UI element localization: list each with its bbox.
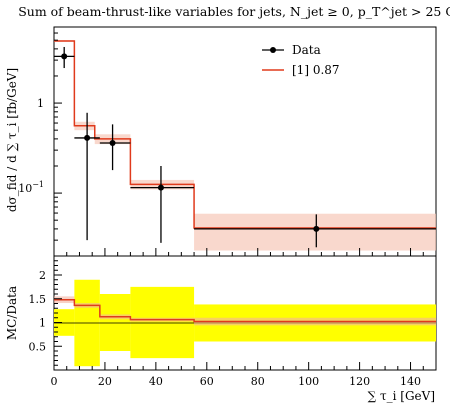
- ratio-y-tick-label-1.5: 1.5: [29, 293, 47, 306]
- data-point-1: [84, 134, 91, 141]
- ratio-y-axis-ticks: 0.5 1 1.5 2: [29, 260, 62, 366]
- x-tick-label-140: 140: [400, 375, 421, 388]
- ratio-plot-panel: 0.5 1 1.5 2 0 20 40 60 80 100 120 140 MC/Data ∑ τ_…: [5, 255, 437, 403]
- x-axis-ticks: [53, 248, 437, 256]
- x-tick-label-20: 20: [98, 375, 112, 388]
- x-tick-label-120: 120: [349, 375, 370, 388]
- y-axis-ticks: [54, 26, 62, 257]
- data-point-0: [61, 53, 68, 60]
- legend-model-label: [1] 0.87: [292, 63, 340, 77]
- ratio-model-series: [54, 296, 436, 326]
- legend-data-marker: [270, 47, 276, 53]
- x-tick-label-60: 60: [200, 375, 214, 388]
- data-point-4: [313, 225, 320, 232]
- ratio-y-tick-label-1: 1: [39, 317, 46, 330]
- ratio-x-axis-ticks: 0 20 40 60 80 100 120 140: [51, 362, 437, 388]
- ratio-y-axis-label: MC/Data: [5, 286, 19, 340]
- x-axis-label: ∑ τ_i [GeV]: [368, 389, 435, 403]
- chart-title: Sum of beam-thrust-like variables for je…: [18, 4, 450, 19]
- main-y-axis-label: dσ_fid / d ∑ τ_i [fb/GeV]: [5, 68, 19, 212]
- y-tick-label-1: 1: [37, 97, 44, 110]
- data-point-2: [109, 140, 116, 147]
- model-error-band-4: [194, 213, 436, 251]
- x-tick-label-100: 100: [298, 375, 319, 388]
- x-tick-label-40: 40: [149, 375, 163, 388]
- x-tick-label-80: 80: [251, 375, 265, 388]
- ratio-model-line: [54, 298, 436, 323]
- ratio-y-tick-label-0.5: 0.5: [29, 340, 47, 353]
- ratio-band-bin-0: [54, 309, 75, 336]
- legend: Data [1] 0.87: [262, 43, 340, 77]
- ratio-y-tick-label-2: 2: [39, 269, 46, 282]
- main-plot-panel: 1 10−1 Data [1] 0.87 dσ_fid / d ∑ τ_i [f…: [5, 26, 437, 257]
- y-tick-label-0.1: 10−1: [18, 180, 44, 195]
- data-series: [54, 46, 436, 248]
- legend-data-label: Data: [292, 43, 321, 57]
- data-point-3: [157, 184, 164, 191]
- ratio-band-bin-2: [99, 294, 131, 351]
- x-tick-label-0: 0: [51, 375, 58, 388]
- ratio-band-bin-3: [130, 286, 195, 359]
